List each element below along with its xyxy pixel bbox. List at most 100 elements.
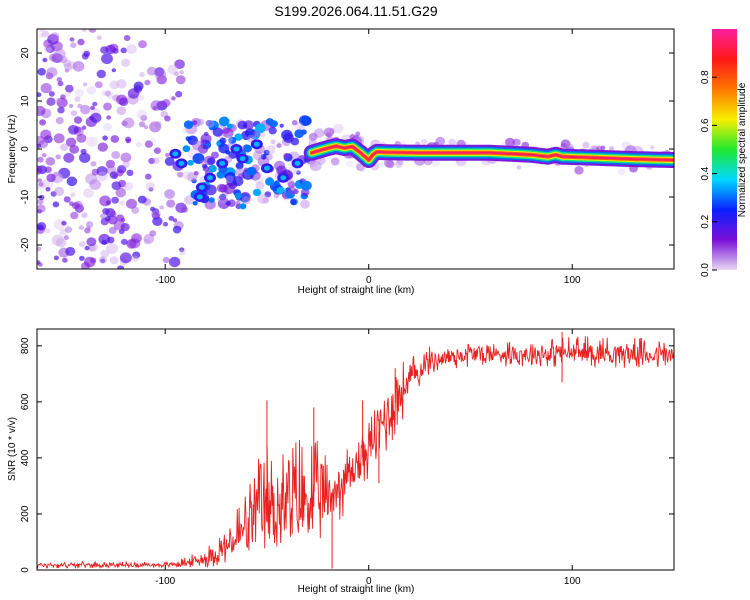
spectrogram-cell [55, 98, 61, 103]
spectrogram-cell [80, 104, 91, 115]
spectrogram-cell [617, 168, 626, 176]
spectrogram-cell [212, 127, 223, 137]
spectrogram-cell [97, 171, 108, 182]
spectrogram-cell [252, 188, 262, 197]
spectrogram-cell [62, 59, 72, 68]
spectrogram-cell [224, 136, 233, 144]
spectrogram-cell [233, 146, 240, 152]
spectrogram-x-axis-label: Height of straight line (km) [298, 285, 415, 296]
spectrogram-cell [208, 164, 217, 173]
spectrogram-cell [37, 165, 43, 175]
spectrogram-cell [70, 211, 79, 220]
spectrogram-cell [143, 238, 151, 245]
spectrogram-cell [294, 129, 304, 139]
spectrogram-cell [244, 128, 256, 138]
snr-y-tick-label: 200 [20, 505, 31, 522]
spectrogram-cell [276, 186, 285, 195]
spectrogram-cell [308, 132, 318, 141]
spectrogram-cell [356, 163, 365, 171]
spectrogram-cell [101, 90, 108, 97]
spectrogram-cell [178, 160, 185, 166]
spectrogram-cell [46, 173, 56, 183]
spectrogram-cell [378, 162, 384, 168]
spectrogram-cell [330, 157, 340, 166]
spectrogram-cell [84, 245, 90, 251]
spectrogram-cell [234, 133, 243, 141]
spectrogram-cell [243, 144, 252, 153]
spectrogram-cell [177, 171, 184, 178]
spectrogram-cell [216, 183, 227, 193]
spectrogram-cell [54, 186, 65, 196]
chart-title: S199.2026.064.11.51.G29 [274, 3, 437, 19]
spectrogram-y-axis-label: Frequency (Hz) [7, 115, 18, 184]
spectrogram-cell [85, 221, 94, 228]
spectrogram-cell [349, 134, 356, 140]
spectrogram-cell [116, 79, 127, 89]
spectrogram-cell [172, 151, 179, 157]
spectrogram-cell [40, 129, 52, 140]
spectrogram-cell [41, 153, 47, 158]
spectrogram-cell [53, 133, 65, 144]
spectrogram-cell [82, 82, 88, 87]
spectrogram-cell [193, 171, 199, 176]
spectrogram-cell [37, 156, 44, 163]
spectrogram-cell [107, 236, 115, 244]
spectrogram-cell [235, 162, 244, 170]
spectrogram-y-tick-label: 20 [20, 47, 31, 59]
spectrogram-cell [332, 123, 344, 134]
spectrogram-cell [37, 92, 42, 97]
spectrogram-cell [45, 187, 51, 192]
spectrogram-cell [152, 157, 160, 164]
spectrogram-cell [252, 173, 265, 184]
spectrogram-cell [98, 256, 107, 264]
spectrogram-cell [102, 208, 110, 215]
spectrogram-cell [53, 48, 66, 60]
spectrogram-cell [145, 181, 155, 191]
spectrogram-cell [119, 252, 132, 264]
spectrogram-cell [246, 166, 257, 176]
spectrogram-cell [103, 102, 112, 111]
spectrogram-cell [44, 228, 51, 234]
snr-x-tick-label: 0 [366, 576, 372, 587]
spectrogram-cell [40, 83, 52, 94]
spectrogram-cell [609, 145, 615, 151]
spectrogram-cell [225, 175, 234, 184]
spectrogram-cell [96, 35, 102, 40]
spectrogram-cell [234, 192, 242, 200]
spectrogram-cell [108, 43, 119, 53]
spectrogram-y-tick-label: 10 [20, 95, 31, 107]
colorbar-tick-label: 0.8 [700, 70, 711, 84]
spectrogram-cell [385, 159, 395, 169]
spectrogram-cell [120, 238, 128, 245]
spectrogram-cell [175, 90, 183, 98]
spectrogram-cell [38, 33, 45, 38]
spectrogram-cell [38, 182, 44, 187]
spectrogram-cell [325, 132, 332, 138]
spectrogram-cell [582, 141, 590, 149]
spectrogram-cell [149, 121, 162, 133]
spectrogram-cell [92, 101, 98, 107]
spectrogram-cell [37, 143, 42, 149]
spectrogram-cell [574, 166, 584, 175]
spectrogram-cell [120, 217, 126, 223]
spectrogram-cell [65, 137, 77, 147]
spectrogram-cell [138, 40, 147, 49]
spectrogram-cell [203, 131, 209, 136]
spectrogram-cell [37, 246, 42, 252]
spectrogram-ridge [303, 138, 674, 168]
spectrogram-cell [237, 120, 248, 130]
spectrogram-cell [152, 208, 160, 215]
spectrogram-cell [120, 223, 130, 232]
spectrogram-cell [139, 71, 145, 78]
spectrogram-cell [46, 97, 56, 106]
spectrogram-cell [227, 123, 233, 129]
spectrogram-y-tick-label: -10 [20, 189, 31, 204]
spectrogram-cell [206, 175, 213, 181]
spectrogram-cell [109, 256, 119, 265]
spectrogram-cell [136, 109, 147, 120]
spectrogram-cell [143, 233, 155, 244]
spectrogram-cell [271, 143, 277, 149]
spectrogram-cell [120, 152, 132, 163]
spectrogram-cell [187, 159, 194, 166]
spectrogram-cell [217, 198, 230, 210]
